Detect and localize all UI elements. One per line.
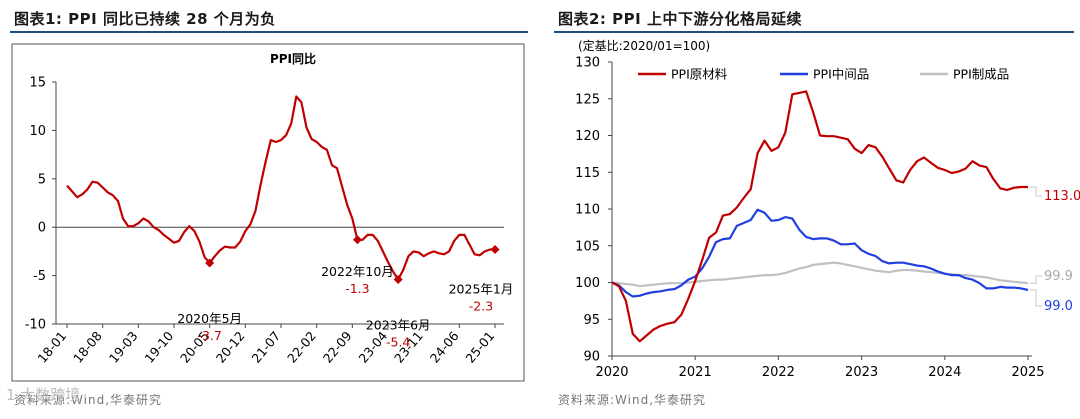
x-tick-label: 19-10 — [141, 328, 176, 366]
y-tick-label: -5 — [33, 269, 46, 284]
title-rule — [554, 31, 1074, 33]
ppi-index-chart: (定基比:2020/01=100) 130 125 120 115 110 105 100 9… — [575, 38, 1080, 380]
y-tick-label: 95 — [583, 313, 600, 328]
legend-label: PPI制成品 — [953, 67, 1009, 82]
chart-panel-ppi-index: 图表2: PPI 上中下游分化格局延续 (定基比:2020/01=100) 13… — [548, 0, 1080, 419]
annotation-marker — [205, 258, 215, 268]
annotation-date: 2020年5月 — [177, 311, 242, 326]
y-tick-label: 120 — [575, 129, 600, 144]
figure-title: 图表1: PPI 同比已持续 28 个月为负 — [14, 10, 276, 28]
x-tick-label: 2020 — [595, 365, 628, 380]
chart-title: PPI同比 — [270, 51, 316, 66]
y-tick-label: 90 — [583, 350, 600, 365]
x-tick-label: 22-02 — [284, 328, 319, 365]
title-rule — [10, 31, 528, 33]
x-tick-label: 2023 — [845, 365, 878, 380]
legend-label: PPI中间品 — [813, 67, 869, 82]
y-tick-label: 0 — [38, 221, 46, 236]
y-tick-label: 110 — [575, 203, 600, 218]
x-tick-label: 18-01 — [34, 328, 69, 365]
annotation-marker — [352, 235, 362, 245]
source-note: 资料来源:Wind,华泰研究 — [14, 393, 163, 407]
series-line-ppi-yoy — [66, 95, 495, 281]
y-tick-label: 100 — [575, 276, 600, 291]
y-tick-label: -10 — [25, 318, 46, 333]
annotation-value: -1.3 — [345, 281, 369, 296]
x-tick-label: 22-09 — [320, 328, 355, 366]
end-value-label: 113.0 — [1044, 189, 1080, 204]
source-note: 资料来源:Wind,华泰研究 — [558, 393, 707, 407]
y-tick-label: 130 — [575, 56, 600, 71]
annotation-value: -3.7 — [197, 328, 221, 343]
series-line-finished — [611, 261, 1029, 288]
y-tick-label: 105 — [575, 239, 600, 254]
annotation-marker — [393, 274, 403, 284]
y-tick-label: 5 — [38, 172, 46, 187]
x-tick-label: 19-03 — [106, 328, 141, 365]
y-tick-label: 125 — [575, 92, 600, 107]
x-tick-label: 18-08 — [70, 328, 105, 366]
end-label-leader — [1030, 289, 1042, 307]
annotation-value: -2.3 — [469, 298, 493, 313]
series-line-raw-materials — [611, 90, 1028, 343]
y-tick-label: 115 — [575, 166, 600, 181]
x-tick-label: 2024 — [928, 365, 961, 380]
y-tick-label: 10 — [29, 124, 46, 139]
chart-frame — [11, 43, 525, 382]
x-tick-label: 25-01 — [462, 328, 497, 365]
x-tick-label: 2025 — [1011, 365, 1044, 380]
legend-label: PPI原材料 — [671, 67, 728, 82]
series-line-intermediate — [611, 208, 1029, 298]
annotation-date: 2025年1月 — [449, 281, 514, 296]
y-tick-label: 15 — [29, 76, 46, 91]
x-tick-label: 2022 — [762, 365, 795, 380]
x-tick-label: 21-07 — [248, 328, 283, 365]
x-tick-label: 2021 — [679, 365, 712, 380]
end-label-leader — [1030, 275, 1042, 284]
chart-subtitle: (定基比:2020/01=100) — [578, 38, 710, 53]
end-value-label: 99.9 — [1044, 269, 1073, 284]
annotation-date: 2023年6月 — [366, 317, 431, 332]
watermark: 1 大数跨境 — [6, 386, 81, 404]
annotation-value: -5.4 — [386, 334, 410, 349]
x-tick-label: 24-06 — [427, 328, 462, 366]
figure-title: 图表2: PPI 上中下游分化格局延续 — [558, 10, 802, 28]
end-value-label: 99.0 — [1044, 299, 1073, 314]
annotation-date: 2022年10月 — [321, 264, 394, 279]
chart-panel-ppi-yoy: 图表1: PPI 同比已持续 28 个月为负 PPI同比 15 10 5 0 -5 -10… — [0, 0, 530, 419]
annotation-marker — [490, 244, 500, 254]
end-label-leader — [1030, 186, 1042, 197]
